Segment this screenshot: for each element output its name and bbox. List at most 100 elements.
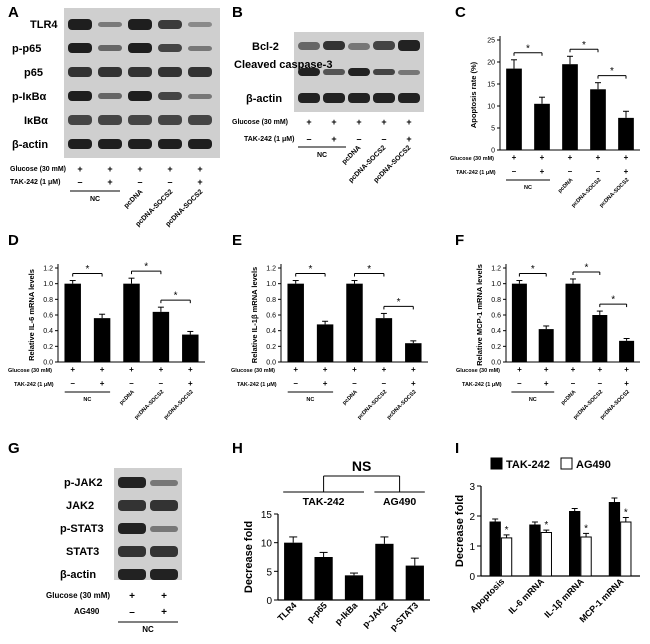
y-tick-label: 15 [487,82,495,89]
group-label: pcDNA-SOCS2 [357,389,389,421]
group-label: pcDNA-SOCS2 [599,177,631,209]
treatment-sign: – [382,379,387,388]
y-tick-label: 0.4 [266,328,276,335]
band [98,67,122,77]
treatment-sign: + [382,365,387,374]
group-label-ag490: AG490 [383,496,416,508]
band [323,41,345,50]
band [150,526,178,532]
bar [540,532,552,577]
blot-g-label-stat3: STAT3 [66,546,99,558]
band [128,115,152,125]
blot-a-label-pp65: p-p65 [12,43,41,55]
significance-marker: * [584,523,588,534]
treatment-sign: – [70,379,75,388]
bar [529,524,541,577]
treatment-sign: – [596,167,601,176]
group-label: pcDNA-SOCS2 [134,389,166,421]
panel-a-blot: TLR4 p-p65 p65 p-IκBα IκBα β-actin [10,8,220,228]
treatment-sign: – [129,379,134,388]
x-tick-label: p-p65 [305,600,329,624]
group-label: pcDNA-SOCS2 [571,177,603,209]
significance-marker: * [624,508,628,519]
band [188,115,212,125]
legend-swatch [490,457,503,470]
panel-letter-b: B [232,4,243,21]
x-tick-label: TLR4 [276,600,299,623]
y-tick-label: 1 [469,542,475,553]
bar [592,315,608,362]
blot-b-sign: + [406,134,411,144]
bar [405,343,422,362]
y-tick-label: 2 [469,512,475,523]
treatment-sign: + [597,365,602,374]
treatment-sign: + [159,365,164,374]
panel-letter-c: C [455,4,466,21]
blot-a-sign: + [107,164,112,174]
band [348,93,370,103]
blot-b-sign: – [356,134,361,144]
y-tick-label: 1.2 [43,266,53,273]
band [118,477,146,488]
blot-a-label-p65: p65 [24,67,43,79]
blot-a-sign: + [137,164,142,174]
treatment-label-tak: TAK-242 (1 μM) [456,170,496,176]
band [118,500,146,511]
chart-c: 0 5 10 15 20 25 Apoptosis rate (%) * * * Glucose (… [450,36,640,209]
treatment-sign: + [411,379,416,388]
x-tick-label: IL-6 mRNA [506,576,546,616]
blot-a-group-nc: NC [90,196,100,203]
blot-g-treat-ag490: AG490 [74,607,100,616]
blot-g-sign: + [161,591,167,602]
blot-g-label-actin: β-actin [60,569,96,581]
bar [284,542,303,600]
bar [287,283,304,362]
bar [375,318,393,362]
significance-marker: * [308,264,312,275]
blot-a-label-tlr4: TLR4 [30,19,58,31]
group-label-nc: NC [524,185,532,191]
treatment-sign: + [571,365,576,374]
band [158,115,182,125]
treatment-sign: + [624,153,629,162]
y-tick-label: 20 [487,60,495,67]
blot-a-sign: + [197,177,202,187]
bar [569,511,581,577]
chart-f: 0.0 0.2 0.4 0.6 0.8 1.0 1.2 Relative MCP-1 mRNA… [456,262,640,421]
band [188,67,212,77]
panel-letter-g: G [8,440,20,457]
band [188,46,212,51]
bar [534,103,550,150]
group-label: pcDNA-SOCS2 [386,389,418,421]
significance-marker: * [582,40,586,51]
significance-marker: * [505,525,509,536]
treatment-sign: + [517,365,522,374]
band [158,139,182,149]
band [298,68,320,76]
y-tick-label: 25 [487,38,495,45]
treatment-sign: + [100,365,105,374]
treatment-sign: + [624,379,629,388]
blot-a-sign: + [167,164,172,174]
group-label: pcDNA-SOCS2 [599,389,631,421]
group-label: pcDNA [342,389,359,406]
band [68,19,92,30]
bar [565,283,581,362]
treatment-sign: – [598,379,603,388]
blot-a-label-ikba: IκBα [24,115,48,127]
treatment-sign: – [352,379,357,388]
y-axis-label: Relative IL-6 mRNA levels [27,269,36,361]
band [158,20,182,29]
treatment-sign: + [540,153,545,162]
blot-a-label-actin: β-actin [12,139,48,151]
blot-a-sign: + [197,164,202,174]
bar [182,334,199,362]
y-tick-label: 0.8 [266,297,276,304]
group-label: pcDNA [560,389,577,406]
bar [375,543,394,600]
y-tick-label: 0 [469,572,475,583]
significance-marker: * [397,297,401,308]
bar [580,536,592,577]
bar [619,340,635,362]
blot-b-treat-tak: TAK-242 (1 μM) [244,136,294,143]
